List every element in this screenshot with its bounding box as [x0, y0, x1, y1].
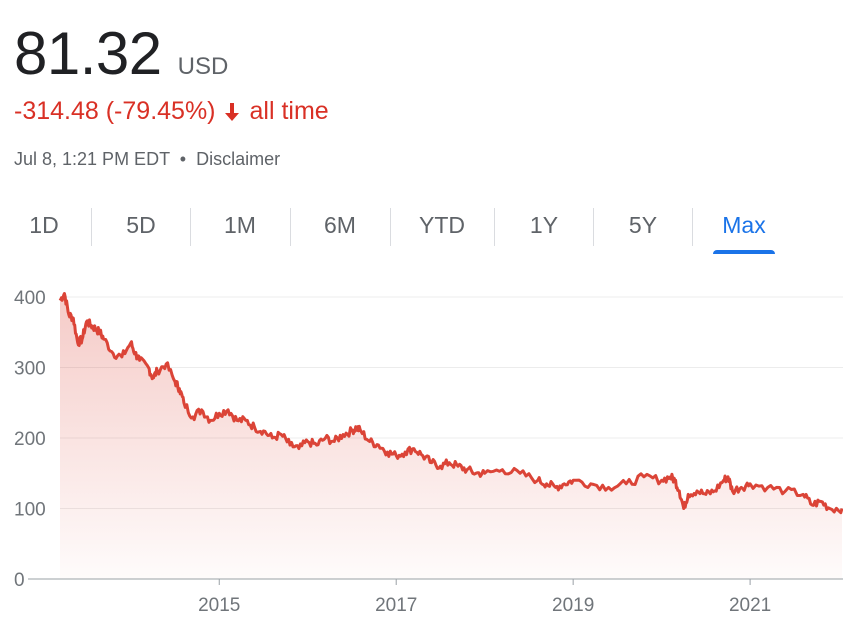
- meta-separator: •: [179, 149, 187, 169]
- disclaimer-link[interactable]: Disclaimer: [196, 149, 281, 169]
- quote-header: 81.32 USD: [14, 18, 228, 90]
- tab-max[interactable]: Max: [693, 204, 795, 254]
- tab-divider: [593, 208, 594, 246]
- x-tick-label: 2015: [198, 595, 240, 616]
- arrow-down-icon: [222, 101, 242, 123]
- y-tick-label: 300: [14, 359, 46, 380]
- x-tick-label: 2021: [729, 595, 771, 616]
- price-area-fill: [60, 293, 842, 579]
- tab-divider: [190, 208, 191, 246]
- tab-label: Max: [722, 212, 766, 238]
- tab-label: YTD: [419, 212, 465, 238]
- y-tick-label: 200: [14, 429, 46, 450]
- tab-label: 1M: [224, 212, 256, 238]
- x-axis-ticks: 2015 2017 2019 2021: [198, 579, 771, 616]
- y-tick-label: 400: [14, 288, 46, 309]
- current-price: 81.32: [14, 20, 162, 87]
- tab-1y[interactable]: 1Y: [495, 204, 593, 250]
- tab-label: 5Y: [628, 212, 658, 238]
- tab-1d[interactable]: 1D: [0, 204, 88, 250]
- tab-6m[interactable]: 6M: [291, 204, 389, 250]
- tab-divider: [692, 208, 693, 246]
- currency-label: USD: [177, 53, 229, 80]
- tab-label: 1Y: [529, 212, 559, 238]
- tab-1m[interactable]: 1M: [191, 204, 289, 250]
- tab-ytd[interactable]: YTD: [391, 204, 493, 250]
- tab-label: 1D: [29, 212, 59, 238]
- x-tick-label: 2019: [552, 595, 594, 616]
- tab-divider: [290, 208, 291, 246]
- tab-divider: [494, 208, 495, 246]
- tab-divider: [390, 208, 391, 246]
- y-axis-ticks: 0 100 200 300 400: [14, 288, 60, 591]
- y-tick-label: 100: [14, 500, 46, 521]
- tab-5y[interactable]: 5Y: [594, 204, 692, 250]
- quote-meta: Jul 8, 1:21 PM EDT • Disclaimer: [14, 149, 280, 170]
- tab-divider: [91, 208, 92, 246]
- tab-label: 6M: [324, 212, 356, 238]
- price-change: -314.48 (-79.45%) all time: [14, 97, 329, 126]
- quote-timestamp: Jul 8, 1:21 PM EDT: [14, 149, 170, 169]
- active-tab-indicator: [713, 250, 775, 254]
- tab-label: 5D: [126, 212, 156, 238]
- price-chart[interactable]: 0 100 200 300 400 2015 2017 2019 2021: [0, 270, 843, 642]
- y-tick-label: 0: [14, 570, 25, 591]
- tab-5d[interactable]: 5D: [92, 204, 190, 250]
- time-range-tabs: 1D 5D 1M 6M YTD 1Y 5Y Max: [0, 204, 843, 254]
- x-tick-label: 2017: [375, 595, 417, 616]
- price-line: [58, 292, 843, 515]
- change-value: -314.48 (-79.45%): [14, 97, 216, 125]
- change-period: all time: [249, 97, 329, 125]
